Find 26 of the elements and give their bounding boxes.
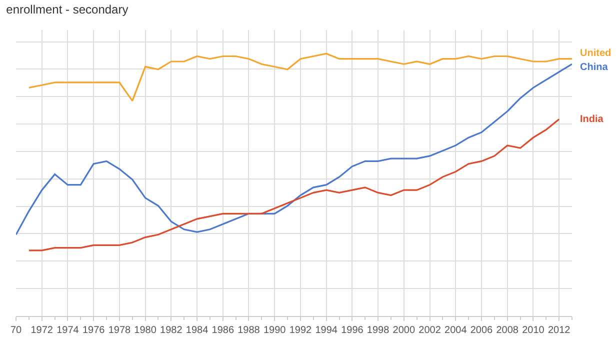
- x-tick-label: 1990: [263, 325, 286, 336]
- x-tick-label: 2002: [418, 325, 442, 336]
- x-tick-label: 1980: [134, 325, 157, 336]
- x-tick-label: 1974: [56, 325, 80, 336]
- x-tick-label: 1986: [212, 325, 234, 336]
- x-tick-label: 1978: [108, 325, 131, 336]
- x-tick-label: 1984: [186, 325, 209, 336]
- series-label: China: [580, 62, 608, 73]
- x-tick-label: 1992: [289, 325, 312, 336]
- x-tick-label: 1988: [238, 325, 260, 336]
- x-tick-label: 70: [10, 325, 22, 336]
- x-tick-label: 2012: [548, 325, 571, 336]
- x-tick-label: 1972: [30, 325, 54, 336]
- x-tick-label: 1994: [315, 325, 338, 336]
- series-label: United: [580, 48, 612, 59]
- x-tick-label: 2006: [470, 325, 494, 336]
- x-tick-label: 1996: [341, 325, 364, 336]
- x-tick-label: 2008: [496, 325, 519, 336]
- x-tick-label: 2000: [392, 325, 416, 336]
- x-tick-label: 1982: [160, 325, 183, 336]
- x-tick-label: 2010: [522, 325, 545, 336]
- chart-title: enrollment - secondary: [6, 2, 128, 17]
- x-tick-label: 1976: [82, 325, 106, 336]
- x-tick-label: 1998: [366, 325, 390, 336]
- text: India: [580, 114, 604, 125]
- x-tick-label: 2004: [444, 325, 468, 336]
